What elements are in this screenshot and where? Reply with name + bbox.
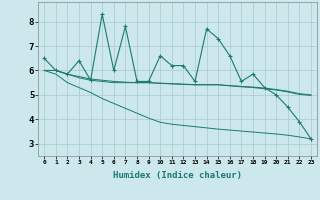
X-axis label: Humidex (Indice chaleur): Humidex (Indice chaleur) [113, 171, 242, 180]
